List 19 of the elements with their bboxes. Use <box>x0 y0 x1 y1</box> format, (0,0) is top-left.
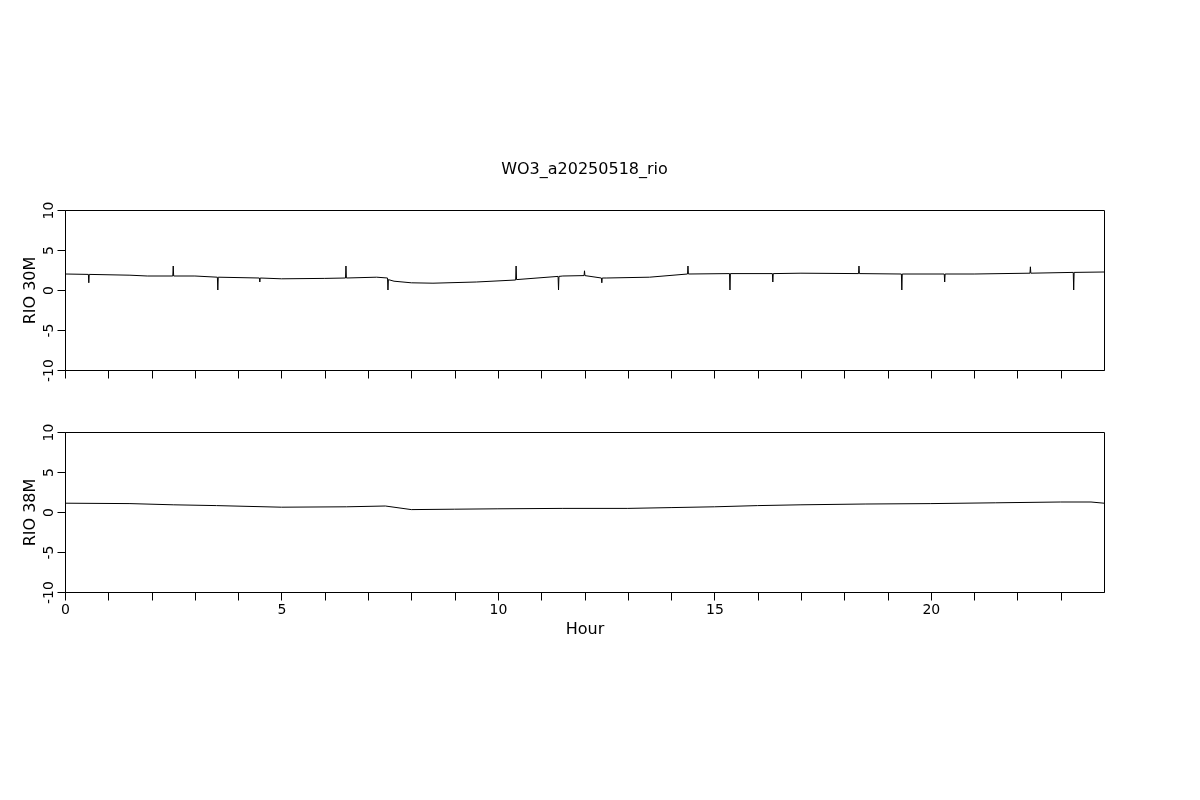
chart-title: WO3_a20250518_rio <box>501 159 668 180</box>
y-axis-title: RIO 38M <box>19 478 39 547</box>
x-tick-label: 5 <box>277 600 287 617</box>
y-tick-label: -5 <box>39 545 56 560</box>
y-tick-label: -5 <box>39 323 56 338</box>
x-tick-label: 0 <box>61 600 70 617</box>
y-tick-label: 5 <box>39 246 56 255</box>
y-tick-label: 0 <box>39 508 56 517</box>
y-axis-title: RIO 30M <box>19 256 39 325</box>
y-tick-label: 10 <box>39 201 56 220</box>
x-tick-label: 20 <box>922 600 941 617</box>
y-tick-label: -10 <box>39 581 56 604</box>
x-tick-label: 10 <box>489 600 508 617</box>
y-tick-label: 10 <box>39 423 56 442</box>
y-tick-label: -10 <box>39 359 56 382</box>
y-tick-label: 0 <box>39 286 56 295</box>
x-axis-title: Hour <box>565 618 605 638</box>
x-tick-label: 15 <box>705 600 724 617</box>
y-tick-label: 5 <box>39 468 56 477</box>
